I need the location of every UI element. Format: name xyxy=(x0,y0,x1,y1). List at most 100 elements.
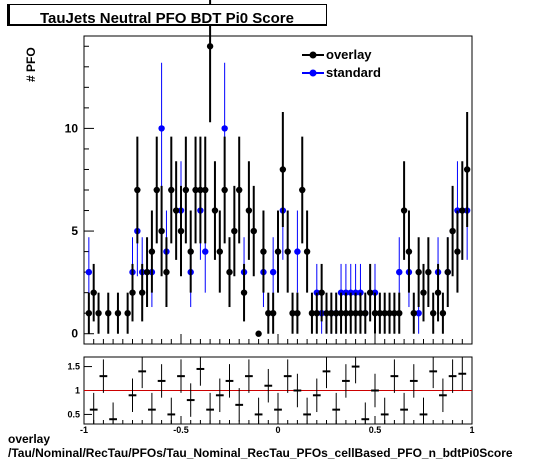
legend-overlay-label: overlay xyxy=(326,47,372,62)
data-point-overlay xyxy=(381,310,388,317)
ratio-y-tick-label: 1 xyxy=(75,386,80,396)
data-point-overlay xyxy=(376,310,384,317)
data-point-overlay xyxy=(221,186,228,194)
data-point-overlay xyxy=(454,248,461,255)
data-point-overlay xyxy=(260,248,267,255)
data-point-overlay xyxy=(153,186,160,194)
y-tick-label: 0 xyxy=(71,327,78,341)
data-point-overlay xyxy=(168,186,175,194)
data-point-overlay xyxy=(415,268,422,276)
data-point-overlay xyxy=(139,289,146,296)
ratio-x-tick-label: -1 xyxy=(80,425,88,435)
data-point-overlay xyxy=(337,310,345,317)
data-point-standard xyxy=(85,268,93,276)
data-point-overlay xyxy=(148,248,156,255)
data-point-standard xyxy=(158,125,165,132)
data-point-overlay xyxy=(231,227,238,235)
data-point-overlay xyxy=(303,248,311,255)
data-point-overlay xyxy=(206,43,214,50)
data-point-overlay xyxy=(284,248,291,255)
data-point-overlay xyxy=(459,207,466,214)
data-point-overlay xyxy=(143,268,151,276)
y-tick-label: 5 xyxy=(71,224,78,238)
data-point-overlay xyxy=(269,310,277,317)
data-point-overlay xyxy=(342,310,350,317)
data-point-overlay xyxy=(308,310,316,317)
data-point-standard xyxy=(357,289,364,296)
data-point-overlay xyxy=(444,268,451,276)
data-point-overlay xyxy=(449,227,456,235)
data-point-overlay xyxy=(434,289,442,296)
data-point-overlay xyxy=(425,268,432,276)
data-point-standard xyxy=(396,268,403,276)
data-point-overlay xyxy=(202,186,209,194)
data-point-overlay xyxy=(294,310,301,317)
data-point-overlay xyxy=(95,310,102,317)
data-point-overlay xyxy=(328,310,335,317)
y-tick-label: 10 xyxy=(65,121,79,135)
data-point-overlay xyxy=(255,330,262,337)
data-point-overlay xyxy=(366,289,374,296)
data-point-overlay xyxy=(333,310,340,317)
series-overlay xyxy=(85,0,471,337)
data-point-overlay xyxy=(197,186,204,194)
data-point-overlay xyxy=(386,310,393,317)
data-point-overlay xyxy=(134,186,141,194)
legend-marker-overlay xyxy=(309,51,317,59)
data-point-standard xyxy=(347,289,354,296)
data-point-overlay xyxy=(439,310,447,317)
data-point-overlay xyxy=(250,227,257,235)
footer-line-2: /Tau/Nominal/RecTau/PFOs/Tau_Nominal_Rec… xyxy=(8,446,513,460)
data-point-overlay xyxy=(400,207,408,214)
data-point-overlay xyxy=(347,310,354,317)
data-point-overlay xyxy=(299,186,306,194)
data-point-overlay xyxy=(192,186,199,194)
data-point-overlay xyxy=(105,310,112,317)
data-point-overlay xyxy=(90,289,97,296)
data-point-overlay xyxy=(371,310,379,317)
data-point-overlay xyxy=(240,289,248,296)
data-point-overlay xyxy=(163,268,170,276)
data-point-overlay xyxy=(362,310,369,317)
data-point-overlay xyxy=(177,227,185,235)
data-point-overlay xyxy=(274,248,282,255)
data-point-overlay xyxy=(391,310,398,317)
data-point-overlay xyxy=(114,310,122,317)
data-point-standard xyxy=(371,289,379,296)
ratio-x-tick-label: 0 xyxy=(275,425,280,435)
data-point-overlay xyxy=(279,166,287,173)
data-point-overlay xyxy=(182,186,190,194)
data-point-overlay xyxy=(352,310,359,317)
data-point-overlay xyxy=(313,310,320,317)
data-point-overlay xyxy=(318,289,325,296)
data-point-overlay xyxy=(158,227,165,235)
data-point-overlay xyxy=(85,310,93,317)
data-point-overlay xyxy=(323,310,330,317)
data-point-overlay xyxy=(226,268,233,276)
data-point-standard xyxy=(415,310,422,317)
ratio-x-tick-label: 0.5 xyxy=(369,425,382,435)
data-point-overlay xyxy=(265,310,272,317)
data-point-overlay xyxy=(211,207,219,214)
data-point-overlay xyxy=(430,310,437,317)
data-point-standard xyxy=(352,289,359,296)
data-point-overlay xyxy=(289,310,296,317)
data-point-standard xyxy=(313,289,320,296)
data-point-overlay xyxy=(172,207,180,214)
data-point-overlay xyxy=(357,310,364,317)
data-point-overlay xyxy=(463,166,471,173)
data-point-standard xyxy=(269,268,277,276)
title-box: TauJets Neutral PFO BDT Pi0 Score xyxy=(7,4,327,27)
data-point-standard xyxy=(294,248,301,255)
data-point-overlay xyxy=(420,289,427,296)
data-point-overlay xyxy=(129,289,136,296)
legend-standard-label: standard xyxy=(326,65,381,80)
data-point-overlay xyxy=(124,310,131,317)
data-point-overlay xyxy=(245,207,253,214)
y-axis-label: # PFO xyxy=(24,47,38,82)
data-point-overlay xyxy=(410,310,417,317)
ratio-y-tick-label: 0.5 xyxy=(67,409,80,419)
ratio-x-tick-label: 1 xyxy=(469,425,474,435)
chart-title: TauJets Neutral PFO BDT Pi0 Score xyxy=(40,10,294,27)
